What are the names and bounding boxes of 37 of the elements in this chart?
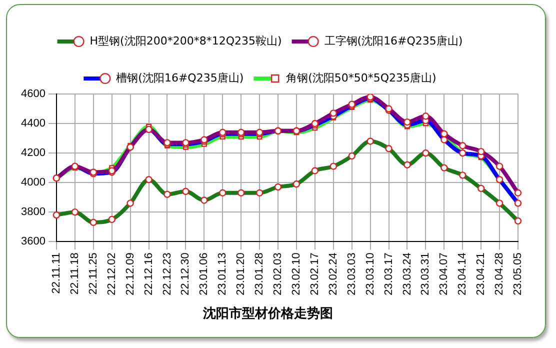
x-tick-label: 23.02.03 [272, 252, 284, 296]
x-tick-label: 23.03.31 [420, 252, 432, 296]
text: 沈阳市型材价格走势图 [202, 306, 333, 322]
x-tick-label: 23.02.10 [290, 252, 302, 296]
legend-label: 槽钢(沈阳16#Q235唐山) [116, 71, 244, 84]
y-tick-label: 4600 [20, 88, 46, 100]
y-tick-label: 3800 [20, 206, 46, 218]
x-tick-label: 22.12.23 [161, 252, 174, 296]
legend-label: H型钢(沈阳200*200*8*12Q235鞍山) [90, 34, 282, 48]
x-tick-label: 23.04.28 [494, 252, 506, 296]
y-tick-label: 4200 [20, 147, 46, 160]
x-tick-label: 22.11.11 [50, 252, 62, 294]
x-tick-label: 23.03.24 [401, 252, 414, 296]
x-tick-label: 23.01.13 [216, 252, 229, 296]
x-tick-label: 22.12.09 [124, 252, 136, 296]
y-tick-label: 4400 [20, 118, 46, 130]
x-tick-label: 22.12.30 [180, 252, 192, 296]
x-tick-label: 22.12.02 [106, 252, 118, 296]
x-tick-label: 23.04.14 [456, 252, 469, 296]
y-tick-label: 3600 [20, 236, 46, 248]
x-tick-label: 23.01.20 [235, 252, 248, 296]
x-tick-label: 22.11.18 [68, 252, 81, 295]
x-tick-label: 22.11.25 [87, 252, 100, 295]
x-tick-label: 23.03.10 [364, 252, 376, 296]
x-tick-label: 23.01.28 [254, 252, 266, 296]
x-tick-label: 23.02.17 [308, 252, 321, 296]
x-tick-label: 23.01.06 [198, 252, 210, 296]
x-tick-label: 22.12.16 [142, 252, 155, 296]
legend-label: 角钢(沈阳50*50*5Q235唐山) [286, 71, 436, 84]
x-tick-label: 23.03.03 [346, 252, 358, 296]
y-tick-label: 4000 [20, 176, 46, 189]
x-tick-label: 23.05.05 [512, 252, 524, 296]
x-tick-label: 23.02.24 [327, 252, 340, 296]
x-tick-label: 23.04.21 [475, 252, 488, 296]
x-tick-label: 23.04.07 [438, 252, 450, 296]
legend-label: 工字钢(沈阳16#Q235唐山) [324, 34, 463, 48]
x-tick-label: 23.03.17 [382, 252, 395, 296]
